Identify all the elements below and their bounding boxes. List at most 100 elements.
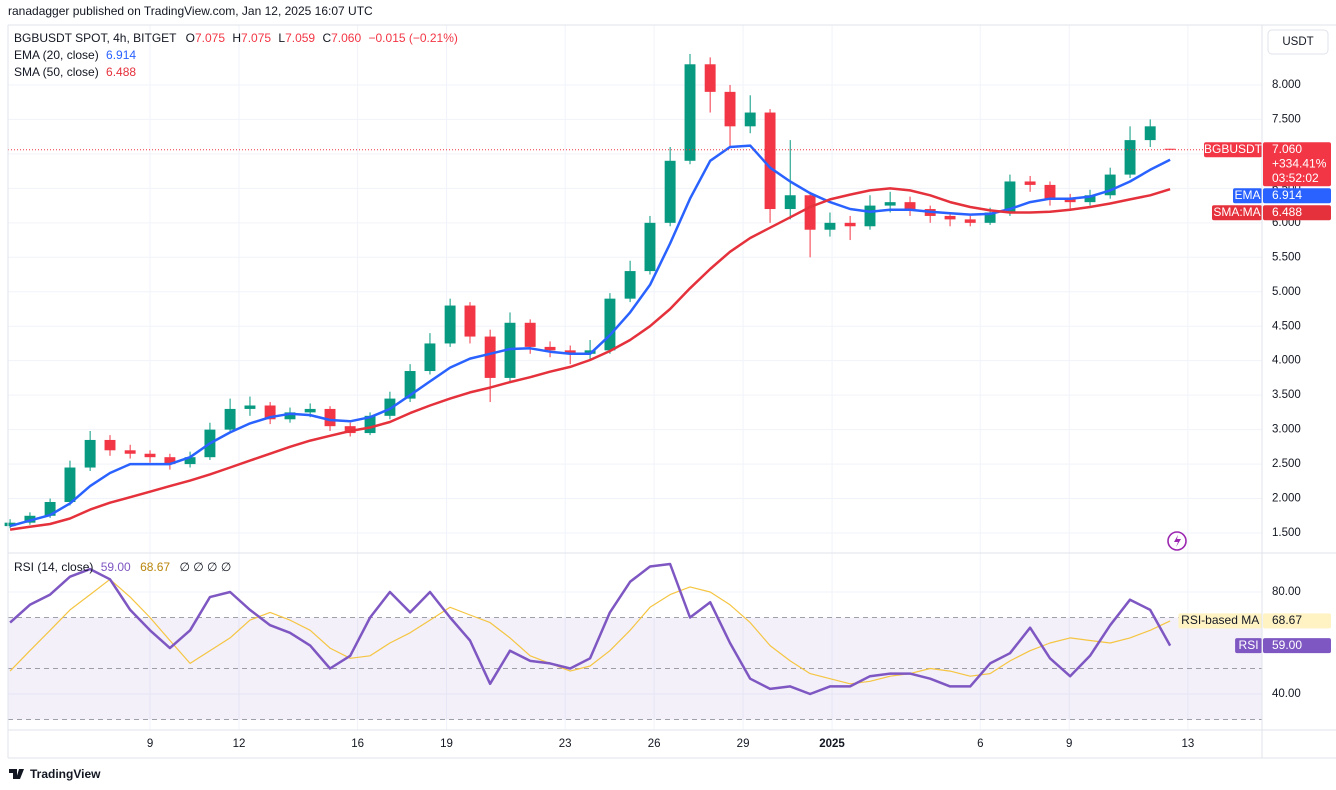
x-tick-label: 29 (737, 738, 750, 750)
x-tick-label: 9 (1066, 738, 1072, 750)
candle-body (244, 405, 256, 409)
grid-layer: 9 12 16 19 23 26 29 2025 6 9 13 1.500 2.000 2.500 3.00… (8, 25, 1301, 750)
candle-body (1144, 126, 1156, 141)
y-tick-label: 2.500 (1272, 458, 1301, 470)
candle-body (264, 405, 276, 420)
candle-body (404, 371, 416, 399)
candle-body (904, 202, 916, 210)
candle-body (304, 408, 316, 413)
tag-value: 6.914 (1272, 188, 1302, 202)
y-tick-label: 7.500 (1272, 113, 1301, 125)
tag-value-box (1263, 205, 1331, 221)
y-tick-label: 3.000 (1272, 424, 1301, 436)
candle-body (784, 195, 796, 210)
candle-body (804, 195, 816, 230)
candle-body (584, 350, 596, 354)
tag-value: 7.060 (1272, 142, 1302, 156)
tag-name-box (1233, 188, 1262, 204)
price-change: −0.015 (−0.21%) (369, 31, 458, 45)
candle-body (4, 522, 16, 527)
candle-body (644, 222, 656, 272)
candle-body (224, 408, 236, 430)
tag-name: EMA (1234, 188, 1260, 202)
ohlc-value: 7.060 (331, 31, 361, 45)
y-tick-label: 2.000 (1272, 493, 1301, 505)
symbol-legend: BGBUSDT SPOT, 4h, BITGET O7.075 H7.075 L… (14, 31, 458, 45)
candle-body (64, 467, 76, 502)
tag-name: RSI-based MA (1181, 613, 1259, 627)
candle-body (884, 202, 896, 206)
candle-body (724, 91, 736, 127)
y-tick-label: 5.000 (1272, 286, 1301, 298)
candle-body (284, 412, 296, 420)
alert-icon[interactable] (1167, 531, 1187, 551)
tag-value-box (1263, 613, 1331, 629)
symbol-title: BGBUSDT SPOT, 4h, BITGET (14, 31, 177, 45)
rsi-value: 59.00 (101, 560, 131, 574)
ohlc-value: 7.075 (241, 31, 271, 45)
candle-body (44, 501, 56, 516)
y-tick-label: 1.500 (1272, 527, 1301, 539)
indicator-line (9, 187, 1171, 531)
x-tick-label: 26 (648, 738, 661, 750)
indicator-name: EMA (20, close) (14, 48, 99, 62)
tag-value: 68.67 (1272, 613, 1302, 627)
candle-body (424, 343, 436, 372)
candle-body (1064, 198, 1076, 203)
indicator-legend: EMA (20, close) 6.914 (14, 48, 136, 62)
rsi-extra: ∅ ∅ ∅ ∅ (179, 560, 231, 574)
tag-value-box (1263, 142, 1331, 187)
candle-body (464, 305, 476, 337)
band-layer (8, 617, 1262, 721)
candle-body (604, 298, 616, 351)
tag-name: BGBUSDT (1204, 142, 1263, 156)
indicator-line (9, 578, 1171, 685)
candle-body (1164, 148, 1176, 150)
currency-label[interactable]: USDT (1282, 36, 1313, 48)
candle-body (624, 271, 636, 299)
candle-body (124, 450, 136, 454)
alert-icon-bolt (1174, 535, 1181, 547)
x-tick-label: 16 (351, 738, 364, 750)
indicator-line (9, 144, 1171, 528)
indicator-legend: SMA (50, close) 6.488 (14, 65, 136, 79)
candle-body (664, 160, 676, 223)
rsi-ma-value: 68.67 (140, 560, 170, 574)
tag-layer: BGBUSDT 7.060+334.41%03:52:02 EMA 6.914 SMA:… (1178, 142, 1331, 654)
y-tick-label: 8.000 (1272, 79, 1301, 91)
x-tick-label: 2025 (819, 738, 845, 750)
candle-body (1124, 140, 1136, 175)
candle-body (484, 336, 496, 378)
candle-body (144, 453, 156, 458)
candle-body (1024, 181, 1036, 185)
brand-name: TradingView (30, 767, 101, 781)
y-tick-label: 3.500 (1272, 389, 1301, 401)
tag-name: RSI (1239, 638, 1259, 652)
y-tick-label: 40.00 (1272, 688, 1301, 700)
candle-body (524, 322, 536, 347)
candle-body (824, 222, 836, 230)
indicator-value: 6.914 (106, 48, 136, 62)
y-tick-label: 4.500 (1272, 320, 1301, 332)
currency-button[interactable] (1267, 29, 1329, 55)
x-tick-label: 6 (977, 738, 983, 750)
candle-body (764, 112, 776, 210)
candle-body (564, 350, 576, 354)
tag-value-box (1263, 188, 1331, 204)
candle-body (344, 426, 356, 434)
ohlc-key: H (232, 31, 241, 45)
indicator-line (9, 562, 1172, 696)
publish-note: ranadagger published on TradingView.com,… (8, 4, 373, 18)
ohlc-key: O (186, 31, 195, 45)
candle-body (864, 205, 876, 227)
candle-body (544, 346, 556, 351)
y-tick-label: 5.500 (1272, 251, 1301, 263)
y-tick-label: 4.000 (1272, 355, 1301, 367)
candle-body (384, 398, 396, 416)
x-tick-label: 19 (440, 738, 453, 750)
ohlc-value: 7.075 (195, 31, 225, 45)
candle-body (984, 212, 996, 223)
candle-body (704, 64, 716, 92)
